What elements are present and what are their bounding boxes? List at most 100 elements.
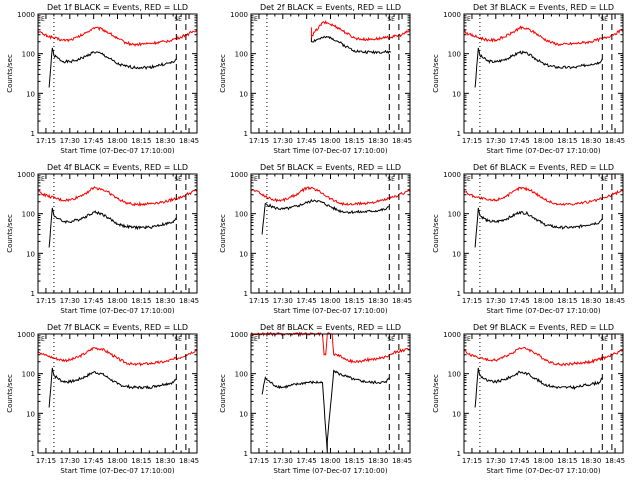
chart-title: Det 2f BLACK = Events, RED = LLD: [260, 3, 401, 12]
chart-panel: Det 9f BLACK = Events, RED = LLD E SE 1 10 10…: [426, 320, 639, 480]
chart-panel: Det 7f BLACK = Events, RED = LLD E SE 1 10 10…: [0, 320, 213, 480]
chart-panel: Det 5f BLACK = Events, RED = LLD E SE 1 10 10…: [213, 160, 426, 320]
events-series-line: [474, 47, 603, 88]
y-tick-label: 100: [448, 371, 461, 379]
marker-label-se: SE: [174, 336, 182, 343]
x-tick-label: 17:15: [462, 457, 482, 465]
x-tick-label: 18:15: [557, 457, 577, 465]
x-tick-label: 18:45: [605, 137, 625, 145]
y-axis-label: Counts/sec: [432, 214, 440, 253]
x-tick-label: 17:15: [36, 137, 56, 145]
x-tick-label: 18:15: [344, 457, 364, 465]
events-series-line: [48, 367, 177, 408]
marker-label-e: E: [41, 176, 45, 183]
x-tick-label: 18:15: [344, 137, 364, 145]
y-axis-label: Counts/sec: [219, 54, 227, 93]
x-tick-label: 17:45: [297, 137, 317, 145]
chart-panel: Det 1f BLACK = Events, RED = LLD E SE 1 10 10…: [0, 0, 213, 160]
x-tick-label: 18:30: [581, 137, 601, 145]
marker-label-se: SE: [600, 336, 608, 343]
x-tick-label: 17:30: [60, 297, 80, 305]
y-tick-label: 1000: [230, 171, 248, 179]
axes-frame: [463, 13, 624, 134]
lld-series-line: [463, 186, 624, 207]
y-tick-label: 10: [239, 250, 248, 258]
marker-label-se: SE: [600, 176, 608, 183]
x-tick-label: 18:45: [392, 137, 412, 145]
y-tick-label: 1: [31, 450, 35, 458]
x-tick-label: 17:45: [84, 297, 104, 305]
x-tick-label: 17:15: [462, 137, 482, 145]
y-tick-label: 1: [244, 290, 248, 298]
events-series-line: [310, 35, 391, 55]
marker-label-se: SE: [387, 16, 395, 23]
x-tick-label: 17:15: [249, 137, 269, 145]
events-series-line: [261, 198, 390, 235]
x-axis-label: Start Time (07-Dec-07 17:10:00): [60, 307, 174, 315]
x-tick-label: 17:15: [36, 457, 56, 465]
y-tick-label: 100: [22, 51, 35, 59]
marker-label-e: E: [254, 176, 258, 183]
marker-label-se: SE: [387, 176, 395, 183]
x-tick-label: 17:15: [249, 457, 269, 465]
events-series-line: [48, 47, 177, 88]
chart-panel: Det 6f BLACK = Events, RED = LLD E SE 1 10 10…: [426, 160, 639, 320]
axes-frame: [250, 173, 411, 294]
x-tick-label: 17:45: [84, 457, 104, 465]
x-tick-label: 18:00: [320, 137, 340, 145]
x-tick-label: 18:00: [533, 457, 553, 465]
x-tick-label: 18:15: [557, 137, 577, 145]
x-tick-label: 18:30: [368, 297, 388, 305]
x-axis-label: Start Time (07-Dec-07 17:10:00): [273, 147, 387, 155]
x-tick-label: 17:30: [486, 297, 506, 305]
chart-panel: Det 8f BLACK = Events, RED = LLD E SE 1 10 10…: [213, 320, 426, 480]
x-tick-label: 17:15: [249, 297, 269, 305]
y-tick-label: 100: [235, 211, 248, 219]
x-tick-label: 17:30: [60, 457, 80, 465]
x-tick-label: 18:45: [605, 457, 625, 465]
marker-label-e: E: [467, 336, 471, 343]
x-axis-label: Start Time (07-Dec-07 17:10:00): [273, 307, 387, 315]
chart-title: Det 3f BLACK = Events, RED = LLD: [473, 3, 614, 12]
x-tick-label: 18:00: [533, 137, 553, 145]
y-axis-label: Counts/sec: [432, 54, 440, 93]
y-tick-label: 10: [239, 90, 248, 98]
y-tick-label: 1: [31, 130, 35, 138]
marker-label-e: E: [467, 16, 471, 23]
events-series-line: [474, 207, 603, 248]
x-tick-label: 18:15: [131, 137, 151, 145]
marker-label-e: E: [467, 176, 471, 183]
x-tick-label: 17:45: [510, 297, 530, 305]
x-axis-label: Start Time (07-Dec-07 17:10:00): [60, 147, 174, 155]
chart-title: Det 1f BLACK = Events, RED = LLD: [47, 3, 188, 12]
x-tick-label: 17:30: [486, 457, 506, 465]
y-tick-label: 1000: [17, 331, 35, 339]
y-tick-label: 1: [244, 450, 248, 458]
marker-label-e: E: [41, 16, 45, 23]
chart-title: Det 9f BLACK = Events, RED = LLD: [473, 323, 614, 332]
y-tick-label: 10: [239, 410, 248, 418]
x-tick-label: 17:30: [60, 137, 80, 145]
y-tick-label: 10: [452, 410, 461, 418]
y-tick-label: 1000: [17, 11, 35, 19]
x-tick-label: 18:00: [320, 457, 340, 465]
y-tick-label: 100: [448, 51, 461, 59]
lld-series-line: [310, 19, 411, 42]
x-tick-label: 18:15: [131, 457, 151, 465]
x-tick-label: 17:30: [273, 297, 293, 305]
x-tick-label: 18:45: [392, 457, 412, 465]
marker-label-se: SE: [174, 16, 182, 23]
x-tick-label: 18:45: [179, 297, 199, 305]
y-tick-label: 100: [235, 51, 248, 59]
y-tick-label: 1000: [230, 11, 248, 19]
x-tick-label: 17:45: [84, 137, 104, 145]
x-tick-label: 18:45: [605, 297, 625, 305]
x-tick-label: 18:45: [179, 137, 199, 145]
x-tick-label: 17:30: [273, 137, 293, 145]
y-tick-label: 10: [452, 90, 461, 98]
